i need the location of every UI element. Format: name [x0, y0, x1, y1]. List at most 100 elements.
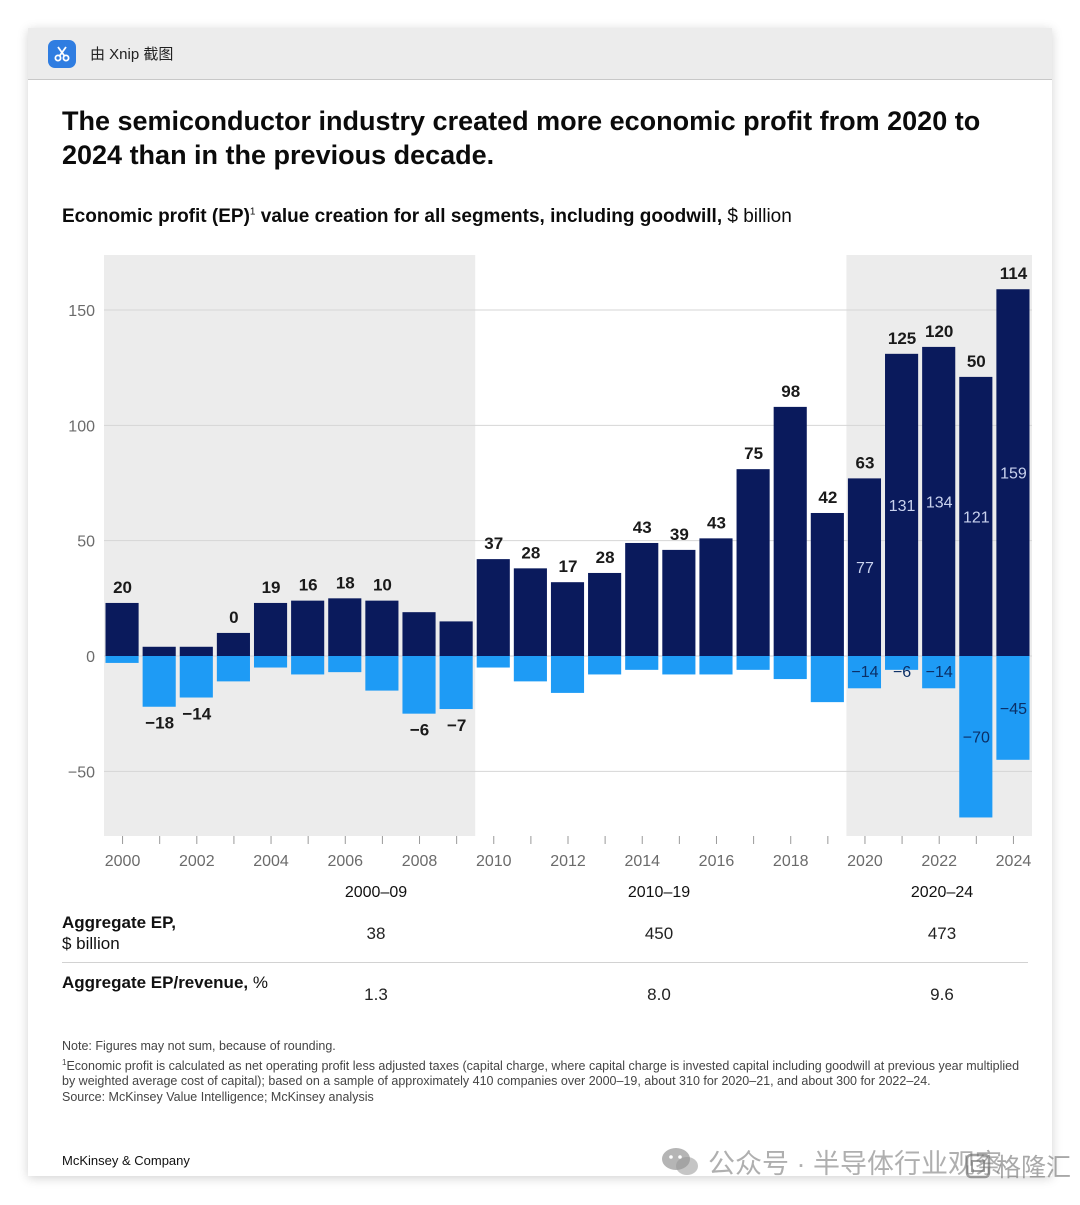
x-tick-label: 2008	[402, 853, 438, 870]
bar-negative-2023	[959, 656, 993, 818]
bar-positive-2024	[996, 289, 1030, 656]
data-label-net-2022: 120	[925, 322, 953, 341]
data-label-negative-2023: −70	[963, 730, 990, 747]
brand-name: McKinsey & Company	[62, 1153, 190, 1168]
data-label-net-2020: 63	[855, 453, 874, 472]
scissors-icon	[48, 39, 76, 68]
x-tick-label: 2014	[624, 853, 660, 870]
x-tick-label: 2010	[476, 853, 512, 870]
bar-positive-2010	[476, 559, 510, 656]
data-label-positive-2021: 131	[889, 498, 916, 515]
subtitle-bold-rest: value creation for all segments, includi…	[255, 206, 723, 227]
data-label-net-2017: 75	[744, 444, 763, 463]
data-label-positive-2024: 159	[1000, 466, 1027, 483]
bar-negative-2006	[328, 656, 362, 673]
bar-positive-2006	[328, 598, 362, 656]
x-tick-label: 2012	[550, 853, 586, 870]
cell-ratio-2010s: 8.0	[647, 985, 671, 1004]
note-text: Note: Figures may not sum, because of ro…	[62, 1039, 336, 1053]
data-label-net-2015: 39	[670, 525, 689, 544]
y-tick-label: 150	[68, 303, 95, 320]
bar-negative-2024	[996, 656, 1030, 760]
row-label-rest: $ billion	[62, 934, 120, 953]
x-tick-label: 2016	[699, 853, 735, 870]
bar-negative-2022	[922, 656, 956, 689]
bar-positive-2014	[625, 542, 659, 656]
y-tick-label: 0	[86, 649, 95, 666]
row-label-aggregate-ep: Aggregate EP, $ billion	[62, 912, 176, 954]
bar-positive-2012	[550, 582, 585, 656]
gelonghui-logo-icon	[965, 1153, 991, 1179]
bar-negative-2002	[179, 656, 213, 698]
bar-positive-2008	[402, 612, 436, 656]
data-label-net-2010: 37	[484, 534, 503, 553]
gelonghui-text: 格隆汇	[996, 1154, 1072, 1182]
subtitle-unit: $ billion	[722, 206, 792, 227]
chart-subtitle: Economic profit (EP)1 value creation for…	[62, 206, 1022, 228]
x-tick-label: 2024	[996, 853, 1032, 870]
source-text: Source: McKinsey Value Intelligence; McK…	[62, 1089, 374, 1104]
data-label-net-2002: −14	[182, 705, 211, 724]
bar-negative-2018	[773, 656, 807, 680]
bar-positive-2013	[588, 572, 622, 656]
bar-negative-2013	[588, 656, 622, 675]
data-label-net-2021: 125	[888, 329, 916, 348]
row-label-bold: Aggregate EP/revenue,	[62, 973, 249, 992]
bar-negative-2017	[736, 656, 770, 670]
bar-negative-2011	[513, 656, 547, 682]
data-label-negative-2020: −14	[851, 664, 878, 681]
table-divider	[62, 962, 1028, 963]
bar-positive-2000	[105, 602, 139, 656]
bar-chart: 150 100 50 0 −50 20 −18 −14 0 19 16 18 10 −6 −7 37 28 17 2…	[68, 255, 1032, 870]
x-tick-label: 2000	[105, 853, 141, 870]
x-tick-label: 2022	[921, 853, 957, 870]
data-label-negative-2022: −14	[926, 664, 953, 681]
bar-negative-2003	[216, 656, 250, 682]
x-tick-label: 2020	[847, 853, 883, 870]
bar-negative-2009	[439, 656, 473, 710]
bar-positive-2018	[773, 406, 807, 656]
data-label-net-2011: 28	[521, 543, 540, 562]
cell-ratio-2020s: 9.6	[930, 985, 954, 1004]
bar-negative-2000	[105, 656, 139, 663]
bar-positive-2019	[810, 512, 844, 656]
shaded-period-0	[104, 255, 476, 836]
cell-ep-2020s: 473	[927, 924, 957, 943]
bar-negative-2014	[625, 656, 659, 670]
data-label-net-2007: 10	[373, 576, 392, 595]
data-label-net-2018: 98	[781, 382, 800, 401]
bar-negative-2019	[810, 656, 844, 703]
data-label-net-2019: 42	[818, 488, 837, 507]
footnote-mark: 1	[62, 1057, 67, 1067]
chart-notes: Note: Figures may not sum, because of ro…	[62, 1039, 1022, 1105]
bar-negative-2020	[847, 656, 882, 689]
data-label-net-2023: 50	[967, 352, 986, 371]
bar-negative-2012	[550, 656, 585, 693]
bar-positive-2015	[662, 549, 696, 656]
data-label-net-2006: 18	[336, 573, 355, 592]
data-label-net-2008: −6	[410, 721, 429, 740]
bar-negative-2005	[291, 656, 325, 675]
footnote-text: Economic profit is calculated as net ope…	[62, 1058, 1020, 1089]
window-caption: 由 Xnip 截图	[90, 46, 174, 63]
bar-positive-2003	[216, 632, 250, 656]
period-header-2010s: 2010–19	[627, 884, 691, 901]
footnote: 1Economic profit is calculated as net op…	[62, 1055, 1022, 1090]
row-label-rest: %	[248, 973, 268, 992]
data-label-positive-2023: 121	[963, 509, 990, 526]
bar-negative-2010	[476, 656, 510, 668]
wechat-watermark: 公众号 · 半导体行业观察	[660, 1142, 1002, 1181]
wechat-watermark-text: 公众号 · 半导体行业观察	[708, 1149, 1002, 1179]
bar-negative-2001	[142, 656, 176, 707]
cell-ep-2010s: 450	[644, 924, 674, 943]
bar-negative-2016	[699, 656, 733, 675]
window-titlebar: 由 Xnip 截图	[28, 28, 1052, 80]
period-header-2020s: 2020–24	[910, 884, 974, 901]
bar-positive-2007	[365, 600, 399, 656]
subtitle-bold: Economic profit (EP)	[62, 206, 250, 227]
y-tick-label: 100	[68, 418, 95, 435]
bar-positive-2011	[513, 568, 547, 656]
x-tick-label: 2002	[179, 853, 215, 870]
wechat-icon	[662, 1147, 698, 1175]
data-label-net-2014: 43	[633, 518, 652, 537]
